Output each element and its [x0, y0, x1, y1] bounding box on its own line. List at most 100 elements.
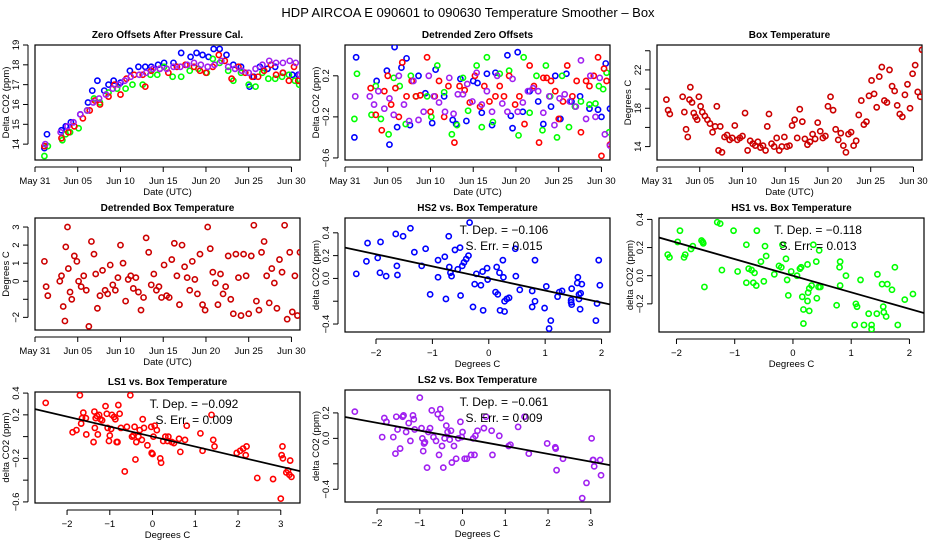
x-axis-label: Date (UTC) — [143, 357, 192, 368]
x-axis-label: Date (UTC) — [143, 187, 192, 198]
y-tick-label: 18 — [11, 60, 22, 71]
data-point — [364, 239, 371, 247]
data-point — [153, 71, 161, 79]
data-point — [117, 91, 124, 98]
x-tick-label: May 31 — [19, 176, 50, 187]
data-points — [41, 221, 300, 330]
x-axis-label: Degrees C — [455, 529, 501, 540]
x-tick-label: Jun 15 — [459, 176, 488, 187]
data-point — [386, 94, 393, 102]
regression-line — [35, 408, 300, 473]
data-points — [663, 46, 922, 156]
data-point — [489, 118, 497, 126]
x-tick-label: Jun 05 — [63, 176, 92, 187]
data-point — [377, 238, 384, 246]
data-point — [271, 75, 279, 83]
series-ls2 — [41, 57, 300, 148]
data-point — [791, 116, 799, 124]
x-tick-label: −2 — [372, 518, 383, 529]
data-point — [405, 419, 413, 427]
data-point — [742, 279, 750, 287]
data-point — [403, 92, 410, 100]
data-point — [582, 115, 590, 123]
x-axis-label: Date (UTC) — [453, 187, 502, 198]
data-point — [223, 51, 230, 59]
data-point — [392, 450, 399, 458]
data-point — [594, 53, 602, 61]
data-point — [480, 424, 488, 432]
data-point — [886, 66, 893, 74]
data-point — [407, 224, 414, 232]
data-point — [681, 251, 689, 258]
data-point — [64, 122, 71, 130]
y-tick-label: −2 — [11, 312, 22, 323]
data-point — [288, 308, 296, 316]
data-point — [891, 87, 899, 95]
data-point — [535, 139, 543, 146]
y-axis-label: Degrees C — [1, 251, 12, 297]
slope-annotation: T. Dep. = −0.061 — [460, 395, 549, 409]
data-point — [543, 440, 551, 447]
data-point — [561, 90, 569, 98]
data-point — [865, 310, 873, 318]
data-point — [286, 457, 294, 464]
data-point — [514, 48, 522, 56]
data-point — [392, 413, 400, 421]
data-point — [201, 306, 209, 314]
data-point — [442, 295, 450, 303]
data-point — [70, 252, 78, 260]
data-point — [553, 466, 560, 474]
data-point — [701, 283, 708, 291]
data-point — [663, 96, 670, 104]
data-point — [122, 297, 130, 305]
data-point — [187, 53, 194, 61]
data-point — [376, 269, 384, 277]
data-point — [773, 134, 781, 142]
data-point — [909, 70, 916, 78]
data-points — [351, 45, 610, 160]
data-point — [680, 108, 688, 116]
data-point — [141, 83, 149, 91]
data-point — [99, 266, 106, 274]
data-point — [153, 426, 161, 434]
series-hs2 — [351, 45, 610, 148]
data-point — [752, 282, 760, 289]
data-point — [839, 142, 847, 150]
y-tick-label: −0.4 — [321, 480, 332, 499]
data-point — [169, 73, 177, 81]
data-point — [106, 261, 114, 269]
data-point — [868, 77, 875, 84]
data-point — [61, 317, 69, 325]
slope-annotation: T. Dep. = −0.092 — [150, 397, 239, 411]
x-tick-label: Jun 10 — [728, 176, 757, 187]
data-point — [757, 258, 765, 266]
data-point — [272, 71, 280, 79]
data-point — [833, 301, 841, 309]
data-point — [123, 423, 131, 431]
data-point — [595, 256, 603, 264]
data-point — [777, 263, 785, 271]
data-point — [832, 125, 840, 133]
data-point — [471, 280, 479, 288]
data-point — [351, 134, 358, 141]
series-ls1 — [367, 53, 610, 160]
data-point — [209, 55, 217, 63]
series-box — [663, 46, 922, 156]
data-point — [428, 119, 436, 127]
data-point — [232, 250, 240, 258]
data-point — [222, 283, 230, 291]
data-point — [421, 438, 429, 446]
data-point — [68, 295, 76, 303]
x-tick-label: May 31 — [19, 346, 50, 357]
x-tick-label: 2 — [545, 518, 550, 529]
data-point — [121, 468, 129, 475]
regression-line — [659, 236, 924, 314]
data-point — [558, 72, 566, 80]
data-point — [279, 59, 287, 67]
data-point — [224, 67, 232, 75]
data-point — [64, 265, 72, 272]
data-point — [428, 406, 436, 414]
data-point — [501, 308, 508, 315]
data-point — [145, 248, 153, 256]
data-point — [57, 128, 65, 136]
